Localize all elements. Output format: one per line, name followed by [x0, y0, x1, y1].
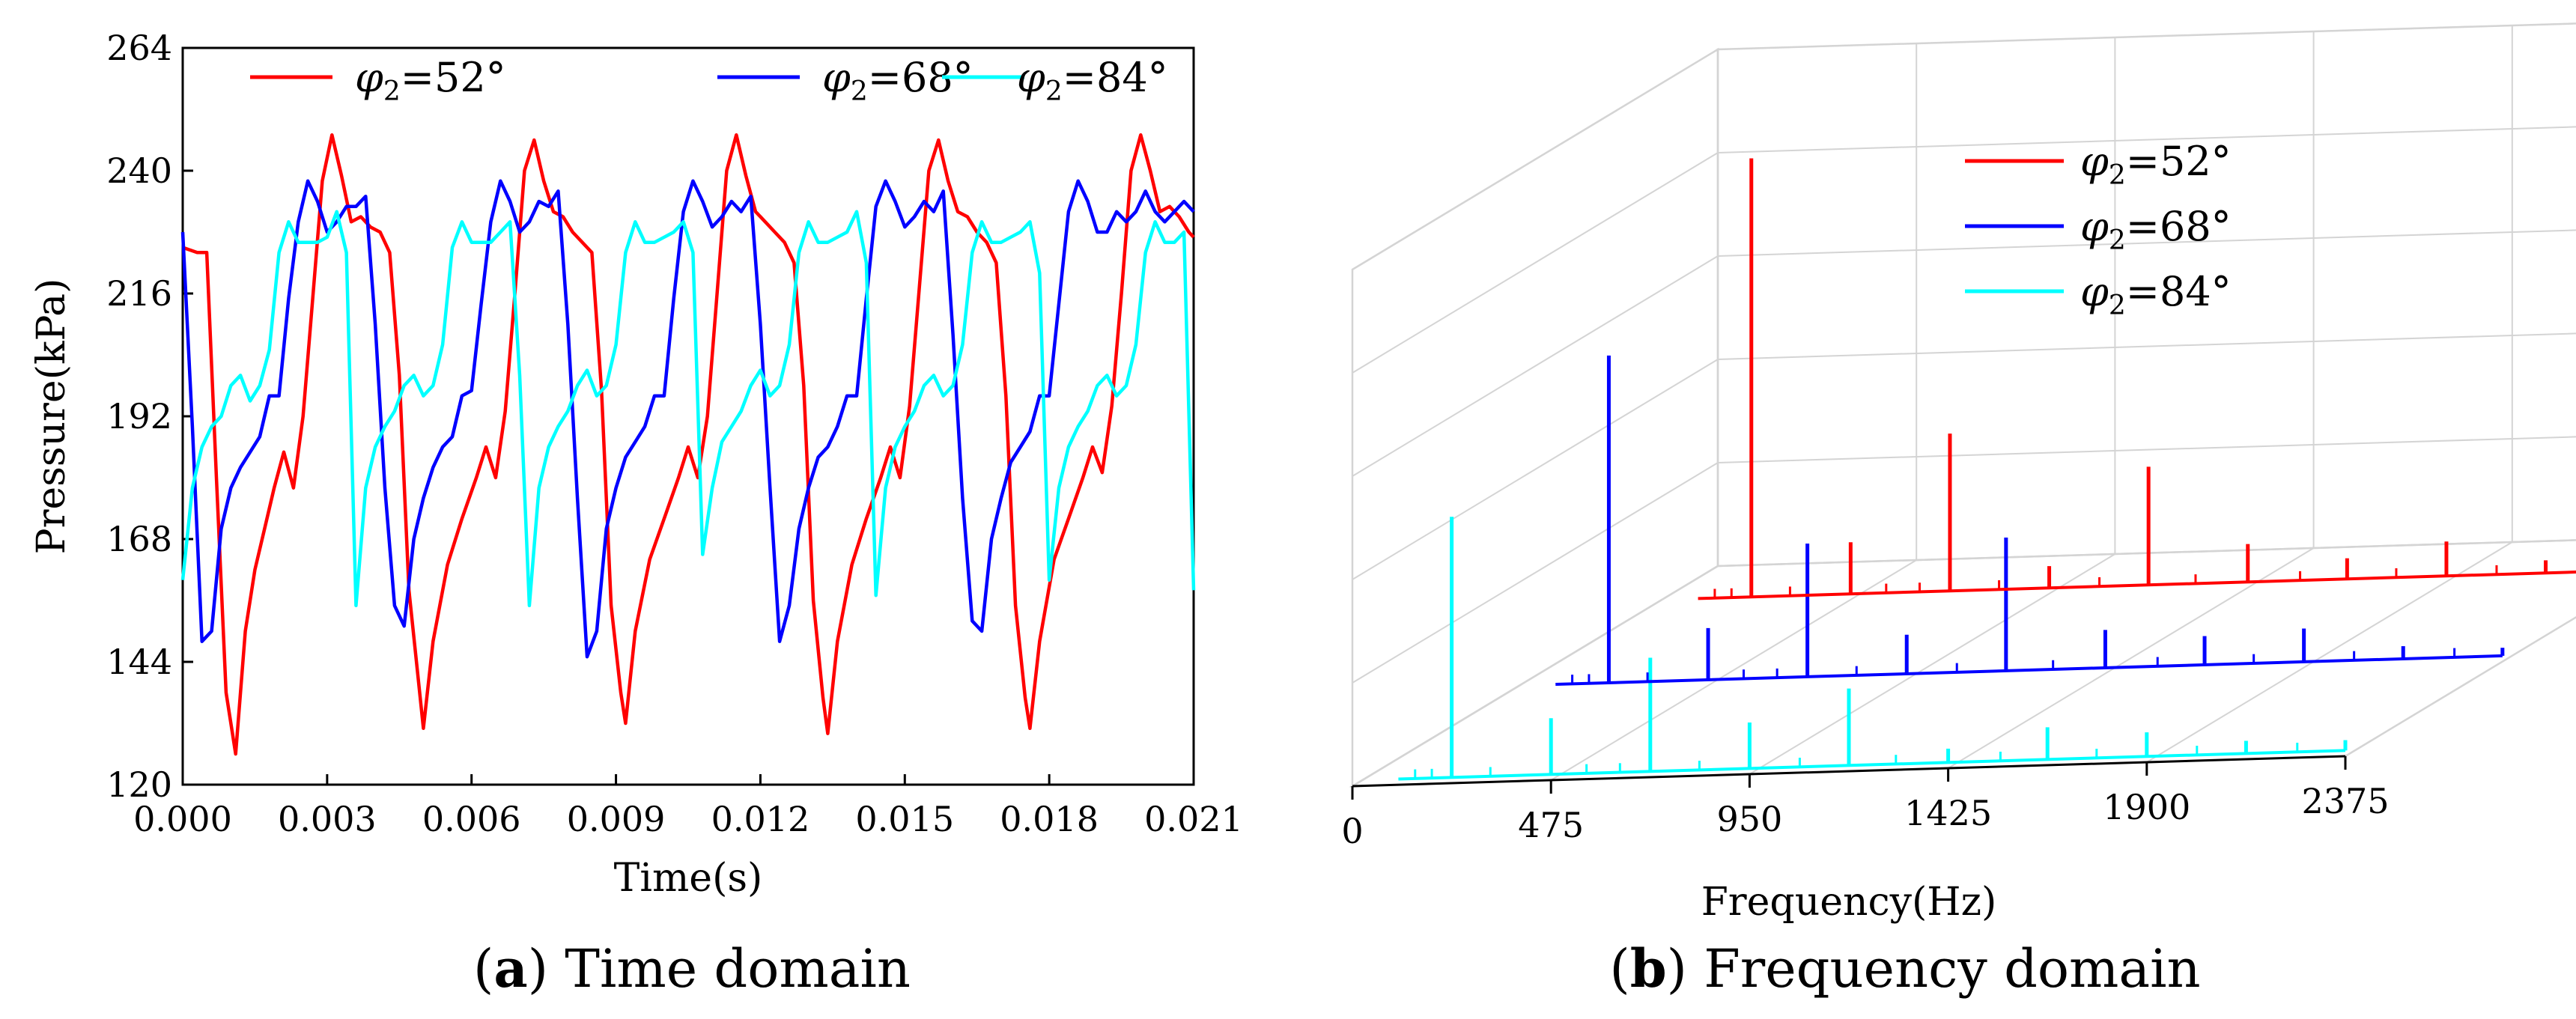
y-tick-label: 192: [106, 396, 172, 437]
y-tick-label: 144: [106, 642, 172, 682]
y-tick-label: 240: [106, 150, 172, 191]
series-line-1: [182, 133, 1195, 756]
left-grid-line: [1352, 49, 1719, 270]
caption-a-text: Time domain: [548, 938, 911, 1000]
x-tick-label: 1425: [1904, 793, 1992, 833]
legend-label-1: φ2=52°: [355, 54, 506, 107]
y-tick-label: 216: [106, 273, 172, 314]
x-axis-label: Frequency(Hz): [1701, 880, 1997, 925]
legend-label-2: φ2=68°: [2080, 203, 2232, 256]
back-grid-line: [1717, 126, 2576, 153]
x-tick-label: 950: [1716, 799, 1782, 839]
x-axis-label: Time(s): [614, 856, 763, 901]
x-tick-label: 2375: [2301, 781, 2389, 821]
floor-grid-line: [2345, 616, 2576, 757]
x-tick-label: 0.009: [567, 799, 666, 839]
caption-a-letter: a: [493, 937, 527, 1000]
caption-b-letter: b: [1630, 937, 1667, 1000]
plot-a-frame: [181, 46, 1195, 786]
x-tick-label: 0.021: [1144, 799, 1243, 839]
back-grid-line: [1717, 229, 2576, 257]
back-grid-line: [1717, 436, 2576, 463]
back-grid-line: [1717, 332, 2576, 360]
legend-label-2: φ2=68°: [822, 54, 973, 107]
time-domain-chart: 0.000 0.003 0.006 0.009 0.012 0.015 0.018 0.021…: [29, 28, 1243, 901]
legend-label-1: φ2=52°: [2080, 138, 2232, 191]
series-baseline-1: [1698, 571, 2576, 600]
legend-label-3: φ2=84°: [1017, 54, 1168, 107]
x-tick-label: 0.012: [711, 799, 810, 839]
series-baseline-3: [1398, 749, 2346, 781]
x-tick-label: 0.015: [855, 799, 954, 839]
series-baseline-2: [1555, 654, 2503, 687]
y-axis-label: Pressure(kPa): [29, 279, 74, 555]
y-tick-label: 168: [106, 519, 172, 559]
x-tick-label: 0.003: [278, 799, 377, 839]
y-tick-label: 120: [106, 764, 172, 805]
frequency-domain-chart: 0475950142519002375Frequency(Hz)09182736…: [1341, 22, 2576, 925]
x-axis-line: [1352, 755, 2346, 788]
x-tick-label: 475: [1518, 805, 1584, 845]
back-grid-line: [1717, 22, 2576, 50]
left-grid-line: [1352, 462, 1719, 684]
y-tick-label: 264: [106, 28, 172, 68]
x-tick-label: 0.000: [133, 799, 232, 839]
caption-a: (a) Time domain: [473, 937, 911, 1000]
back-grid-line: [1717, 539, 2576, 567]
x-tick-label: 1900: [2103, 787, 2190, 827]
x-tick-label: 0.006: [422, 799, 521, 839]
x-tick-label: 0: [1341, 811, 1363, 851]
floor-grid-line: [1749, 553, 2115, 775]
left-grid-line: [1352, 565, 1719, 787]
legend-label-3: φ2=84°: [2080, 268, 2232, 321]
series-line-2: [180, 179, 1195, 659]
caption-b-text: Frequency domain: [1687, 938, 2201, 1000]
caption-b: (b) Frequency domain: [1609, 937, 2200, 1000]
floor-grid-line: [1550, 559, 1917, 781]
left-grid-line: [1352, 152, 1719, 374]
x-tick-label: 0.018: [1000, 799, 1099, 839]
left-grid-line: [1352, 359, 1719, 580]
floor-grid-line: [2146, 541, 2513, 763]
floor: [1349, 539, 2576, 788]
floor-grid-line: [1948, 547, 2315, 769]
series-line-3: [180, 210, 1196, 608]
left-grid-line: [1352, 255, 1719, 477]
